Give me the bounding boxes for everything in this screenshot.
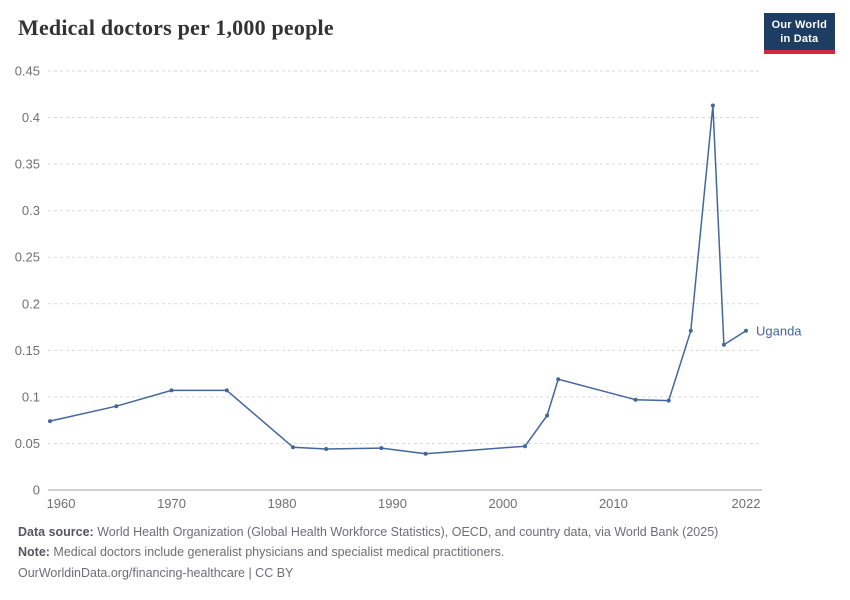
y-tick-label: 0.1 — [22, 389, 40, 404]
data-point[interactable] — [688, 328, 693, 333]
data-point[interactable] — [523, 444, 527, 449]
data-source-line: Data source: World Health Organization (… — [18, 522, 834, 542]
data-point[interactable] — [556, 377, 561, 382]
data-point[interactable] — [48, 419, 52, 424]
y-tick-label: 0.2 — [22, 296, 40, 311]
data-point[interactable] — [423, 451, 428, 456]
chart-footer: Data source: World Health Organization (… — [18, 522, 834, 583]
page-title: Medical doctors per 1,000 people — [18, 15, 334, 40]
note-line: Note: Medical doctors include generalist… — [18, 542, 834, 562]
uganda-series-line[interactable] — [49, 104, 747, 455]
data-point[interactable] — [224, 388, 229, 393]
chart-canvas: 0 0.05 0.1 0.15 0.2 0.25 0.3 0.35 0.4 0.45 1960 197… — [15, 64, 803, 512]
y-tick-label: 0.05 — [15, 436, 40, 451]
data-point[interactable] — [633, 397, 638, 402]
data-point[interactable] — [379, 446, 384, 451]
x-tick-label: 2000 — [488, 496, 517, 511]
owid-logo-line2: in Data — [780, 33, 819, 46]
data-point[interactable] — [744, 328, 748, 333]
y-tick-label: 0.15 — [15, 343, 40, 358]
y-tick-label: 0.4 — [22, 110, 40, 125]
license-link[interactable]: OurWorldinData.org/financing-healthcare … — [18, 566, 294, 580]
uganda-series-label[interactable]: Uganda — [756, 323, 802, 338]
data-point[interactable] — [721, 342, 726, 347]
y-tick-label: 0 — [33, 483, 40, 498]
data-point[interactable] — [710, 103, 715, 108]
y-tick-label: 0.3 — [22, 203, 40, 218]
data-point[interactable] — [324, 447, 329, 451]
data-source-text: World Health Organization (Global Health… — [93, 525, 719, 539]
x-tick-label: 1990 — [378, 496, 407, 511]
note-text: Medical doctors include generalist physi… — [49, 545, 505, 559]
note-label: Note: — [18, 545, 50, 559]
data-source-label: Data source: — [18, 525, 94, 539]
chart-header: Medical doctors per 1,000 people Our Wor… — [0, 0, 850, 54]
data-point[interactable] — [666, 398, 671, 403]
owid-logo[interactable]: Our World in Data — [763, 13, 835, 54]
data-point[interactable] — [291, 445, 295, 450]
y-tick-label: 0.25 — [15, 250, 40, 265]
line-chart: 0 0.05 0.1 0.15 0.2 0.25 0.3 0.35 0.4 0.45 1960 197… — [0, 54, 850, 516]
data-point[interactable] — [169, 388, 174, 393]
y-tick-label: 0.45 — [15, 64, 40, 79]
owid-logo-line1: Our World — [771, 19, 827, 31]
data-point[interactable] — [114, 404, 119, 409]
x-tick-label: 1960 — [47, 496, 76, 511]
y-tick-label: 0.35 — [15, 157, 40, 172]
x-tick-label: 2022 — [732, 496, 761, 511]
x-tick-label: 1980 — [268, 496, 297, 511]
data-point[interactable] — [545, 413, 550, 418]
x-tick-label: 2010 — [599, 496, 628, 511]
x-tick-label: 1970 — [157, 496, 186, 511]
